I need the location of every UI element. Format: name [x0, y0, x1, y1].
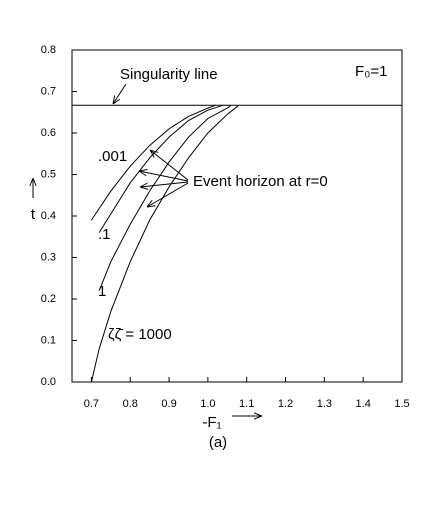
annotation: F₀=1 [355, 63, 388, 80]
y-tick-label: 0.5 [41, 168, 56, 180]
y-tick-label: 0.8 [41, 44, 56, 56]
curve [90, 104, 216, 221]
x-tick-label: 1.0 [200, 398, 215, 410]
x-tick-label: 1.3 [317, 398, 332, 410]
y-tick-label: 0.1 [41, 334, 56, 346]
y-tick-label: 0.0 [41, 376, 56, 388]
y-axis-label: t [31, 206, 36, 223]
annotation: Singularity line [120, 66, 218, 83]
x-tick-label: 0.8 [123, 398, 138, 410]
curve [98, 104, 232, 291]
arrows [33, 150, 262, 416]
curve-label: .001 [98, 148, 127, 165]
x-tick-label: 1.5 [394, 398, 409, 410]
curve-label: 1 [98, 283, 106, 300]
caption: (a) [209, 434, 227, 451]
x-axis-label: -F₁ [202, 414, 221, 431]
curve-label: .1 [98, 226, 111, 243]
annotation: Event horizon at r=0 [193, 173, 328, 190]
x-tick-label: 1.4 [356, 398, 371, 410]
curve [98, 104, 224, 233]
y-tick-label: 0.2 [41, 293, 56, 305]
curve-label: ζζ̄ = 1000 [108, 326, 172, 343]
x-tick-label: 1.2 [278, 398, 293, 410]
x-tick-label: 1.1 [239, 398, 254, 410]
curve [90, 104, 240, 383]
y-tick-label: 0.3 [41, 251, 56, 263]
y-tick-label: 0.7 [41, 85, 56, 97]
arrow [113, 83, 127, 104]
x-tick-label: 0.7 [84, 398, 99, 410]
y-tick-label: 0.4 [41, 210, 56, 222]
y-tick-label: 0.6 [41, 127, 56, 139]
x-tick-label: 0.9 [161, 398, 176, 410]
